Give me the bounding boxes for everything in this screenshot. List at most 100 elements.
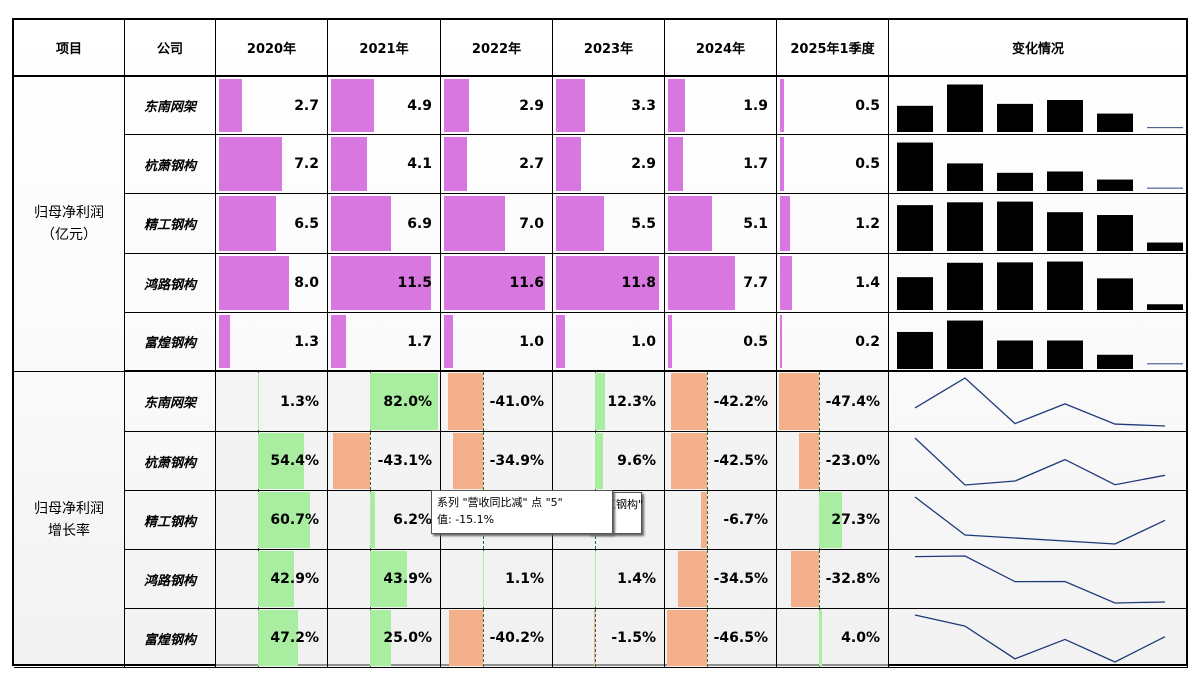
value-cell[interactable]: 11.5 — [328, 254, 441, 313]
data-bar — [331, 79, 374, 132]
growth-cell[interactable]: 12.3% — [553, 372, 665, 432]
value-cell[interactable]: 1.7 — [665, 135, 777, 194]
label-line: 归母净利润 — [34, 205, 104, 221]
growth-cell[interactable]: 60.7% — [216, 491, 328, 550]
value-cell[interactable]: 1.0 — [441, 313, 553, 372]
value-cell[interactable]: 7.2 — [216, 135, 328, 194]
company-name[interactable]: 鸿路钢构 — [125, 254, 216, 313]
growth-cell[interactable]: -32.8% — [777, 550, 889, 609]
company-name[interactable]: 鸿路钢构 — [125, 550, 216, 609]
growth-cell[interactable]: 54.4% — [216, 432, 328, 491]
sparkline-bar — [1147, 362, 1183, 364]
value-cell[interactable]: 0.5 — [777, 135, 889, 194]
value-cell[interactable]: 11.8 — [553, 254, 665, 313]
label-line: 增长率 — [48, 522, 90, 539]
growth-cell[interactable]: -46.5% — [665, 609, 777, 668]
growth-cell[interactable]: -47.4% — [777, 372, 889, 432]
growth-cell[interactable]: -43.1% — [328, 432, 441, 491]
growth-bar — [448, 610, 483, 666]
growth-cell[interactable]: 1.4% — [553, 550, 665, 609]
value-cell[interactable]: 5.5 — [553, 194, 665, 254]
growth-cell[interactable]: -34.9% — [441, 432, 553, 491]
value-text: 11.5 — [397, 275, 432, 291]
value-cell[interactable]: 1.2 — [777, 194, 889, 254]
value-text: 1.0 — [519, 333, 544, 350]
growth-cell[interactable]: 47.2% — [216, 609, 328, 668]
value-text: 3.3 — [631, 97, 656, 114]
value-cell[interactable]: 11.6 — [441, 254, 553, 313]
company-name[interactable]: 富煌钢构 — [125, 313, 216, 372]
sparkline-bar — [1097, 113, 1133, 132]
value-cell[interactable]: 7.7 — [665, 254, 777, 313]
growth-cell[interactable]: -34.5% — [665, 550, 777, 609]
data-bar — [444, 79, 470, 132]
growth-cell[interactable]: -41.0% — [441, 372, 553, 432]
sparkline-bar-chart — [889, 135, 1188, 194]
value-cell[interactable]: 1.9 — [665, 77, 777, 135]
value-cell[interactable]: 2.7 — [216, 77, 328, 135]
value-text: -42.5% — [713, 453, 768, 469]
company-name[interactable]: 杭萧钢构 — [125, 432, 216, 491]
value-cell[interactable]: 5.1 — [665, 194, 777, 254]
value-cell[interactable]: 6.5 — [216, 194, 328, 254]
growth-cell[interactable]: 1.3% — [216, 372, 328, 432]
value-cell[interactable]: 1.0 — [553, 313, 665, 372]
value-cell[interactable]: 8.0 — [216, 254, 328, 313]
sparkline-bar-chart — [889, 77, 1188, 135]
growth-cell[interactable]: -42.2% — [665, 372, 777, 432]
growth-cell[interactable]: 9.6% — [553, 432, 665, 491]
company-name[interactable]: 精工钢构 — [125, 491, 216, 550]
sparkline-bar — [897, 205, 933, 251]
growth-cell[interactable]: 42.9% — [216, 550, 328, 609]
growth-bar — [370, 492, 376, 548]
growth-cell[interactable]: 43.9% — [328, 550, 441, 609]
growth-cell[interactable]: 82.0% — [328, 372, 441, 432]
growth-cell[interactable]: 6.2% — [328, 491, 441, 550]
label-line: （亿元） — [41, 227, 97, 243]
company-name[interactable]: 东南网架 — [125, 77, 216, 135]
value-cell[interactable]: 0.5 — [665, 313, 777, 372]
value-text: -34.5% — [713, 571, 768, 587]
growth-cell[interactable]: 27.3% — [777, 491, 889, 550]
growth-bar — [258, 373, 260, 430]
value-cell[interactable]: 2.9 — [441, 77, 553, 135]
growth-cell[interactable]: 4.0% — [777, 609, 889, 668]
value-cell[interactable]: 4.9 — [328, 77, 441, 135]
company-name[interactable]: 杭萧钢构 — [125, 135, 216, 194]
value-cell[interactable]: 7.0 — [441, 194, 553, 254]
growth-cell[interactable]: 25.0% — [328, 609, 441, 668]
value-text: 1.9 — [743, 97, 768, 114]
value-cell[interactable]: 4.1 — [328, 135, 441, 194]
value-cell[interactable]: 2.9 — [553, 135, 665, 194]
value-cell[interactable]: 6.9 — [328, 194, 441, 254]
company-name[interactable]: 富煌钢构 — [125, 609, 216, 668]
value-cell[interactable]: 1.4 — [777, 254, 889, 313]
growth-cell[interactable]: 1.1% — [441, 550, 553, 609]
growth-cell[interactable]: -40.2% — [441, 609, 553, 668]
growth-cell[interactable]: -6.7% — [665, 491, 777, 550]
value-cell[interactable]: 0.2 — [777, 313, 889, 372]
value-cell[interactable]: 1.3 — [216, 313, 328, 372]
growth-bar — [595, 433, 604, 489]
sparkline-bar — [1047, 340, 1083, 369]
growth-bar — [819, 610, 823, 666]
value-cell[interactable]: 3.3 — [553, 77, 665, 135]
chart-tooltip: 系列 "营收同比减" 点 "5" 值: -15.1% — [431, 490, 613, 534]
value-cell[interactable]: 1.7 — [328, 313, 441, 372]
data-bar — [331, 256, 432, 310]
sparkline-line-chart — [889, 609, 1188, 668]
company-name[interactable]: 精工钢构 — [125, 194, 216, 254]
header-cell: 2021年 — [328, 20, 441, 77]
value-cell[interactable]: 0.5 — [777, 77, 889, 135]
growth-bar — [453, 433, 483, 489]
growth-cell[interactable]: -1.5% — [553, 609, 665, 668]
header-cell: 2020年 — [216, 20, 328, 77]
growth-cell[interactable]: -42.5% — [665, 432, 777, 491]
growth-bar — [258, 492, 310, 548]
value-text: 0.5 — [855, 156, 880, 172]
growth-bar — [778, 373, 819, 430]
value-cell[interactable]: 2.7 — [441, 135, 553, 194]
company-name[interactable]: 东南网架 — [125, 372, 216, 432]
growth-cell[interactable]: -23.0% — [777, 432, 889, 491]
sparkline-bar — [1097, 179, 1133, 191]
